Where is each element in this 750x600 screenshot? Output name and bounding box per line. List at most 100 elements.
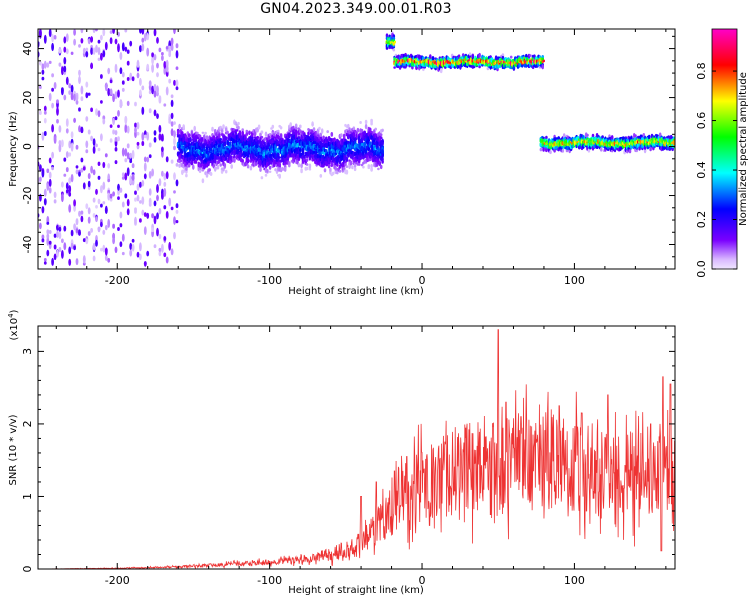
spectrogram-cell: [70, 51, 74, 55]
spectrogram-cell: [266, 168, 269, 173]
spectrogram-cell: [200, 141, 203, 145]
spectrogram-cell: [342, 167, 346, 171]
spectrogram-cell: [129, 249, 133, 257]
spectrogram-cell: [46, 183, 50, 191]
spectrogram-cell: [204, 131, 207, 135]
spectrogram-cell: [283, 166, 287, 172]
spectrogram-cell: [156, 194, 159, 202]
spectrogram-cell: [70, 84, 74, 93]
spectrogram-cell: [136, 194, 140, 202]
spectrogram-cell: [126, 152, 130, 160]
spectrogram-cell: [163, 103, 167, 107]
spectrogram-cell: [131, 76, 135, 82]
spectrogram-cell: [129, 152, 133, 159]
chart-title: GN04.2023.349.00.01.R03: [260, 1, 452, 17]
spectrogram-cell: [134, 208, 137, 214]
spectrogram-cell: [80, 96, 84, 102]
spectrogram-cell: [153, 215, 157, 225]
spectrogram-cell: [78, 125, 81, 133]
spectrogram-cell: [70, 92, 74, 101]
spectrogram-cell: [173, 216, 176, 225]
spectrogram-cell: [129, 159, 133, 164]
spectrogram-cell: [121, 176, 125, 180]
spectrogram-cell: [126, 143, 130, 149]
spectrogram-cell: [90, 107, 93, 113]
spectrogram-cell: [379, 164, 383, 170]
spectrogram-cell: [334, 152, 338, 156]
spectrogram-cell: [104, 41, 108, 51]
spectrogram-cell: [43, 198, 47, 206]
spectrogram-cell: [471, 54, 475, 59]
spectrogram-cell: [146, 212, 150, 219]
spectrogram-cell: [41, 238, 45, 243]
spectrogram-cell: [114, 91, 118, 100]
spectrogram-cell: [367, 166, 371, 170]
spectrogram-cell: [134, 190, 137, 195]
spectrogram-cell: [223, 142, 227, 147]
spectrogram-cell: [187, 162, 191, 168]
spectrogram-cell: [136, 144, 140, 150]
spectrogram-cell: [43, 34, 47, 44]
spectrogram-cell: [85, 116, 89, 122]
spectrogram-cell: [163, 252, 167, 258]
spectrogram-cell: [288, 161, 291, 165]
spectrogram-band-4: [539, 132, 675, 155]
spectrogram-cell: [136, 183, 140, 191]
spectrogram-cell: [161, 192, 164, 200]
spectrogram-cell: [219, 138, 222, 141]
spectrogram-cell: [90, 36, 93, 43]
spectrogram-cell: [70, 174, 74, 183]
spectrogram-cell: [251, 133, 254, 138]
spectrogram-cell: [143, 212, 147, 217]
spectrogram-cell: [599, 147, 603, 152]
spectrogram-cell: [104, 247, 108, 256]
spectrogram-cell: [268, 170, 272, 173]
spectrogram-cell: [73, 223, 76, 231]
spectrogram-cell: [381, 149, 384, 154]
spectrogram-cell: [41, 234, 45, 240]
spectrogram-cell: [170, 206, 174, 211]
spectrogram-cell: [153, 109, 157, 117]
spectrogram-cell: [148, 142, 152, 148]
spectrogram-cell: [233, 155, 236, 159]
spectrogram-cell: [102, 244, 106, 253]
spectrogram-cell: [139, 253, 142, 260]
spectrogram-cell: [345, 157, 349, 161]
spectrogram-cell: [73, 117, 76, 123]
spectrogram-cell: [80, 157, 84, 163]
spectrogram-cell: [112, 237, 115, 245]
spectrogram-cell: [224, 127, 228, 132]
spectrogram-cell: [117, 227, 120, 231]
spectrogram-cell: [161, 55, 164, 61]
spectrogram-cell: [173, 137, 176, 146]
spectrogram-cell: [43, 261, 47, 265]
spectrogram-cell: [104, 205, 108, 214]
spectrogram-cell: [46, 229, 50, 235]
spectrogram-cell: [134, 122, 137, 128]
spectrogram-cell: [201, 169, 205, 172]
spectrogram-cell: [46, 233, 50, 239]
spectrogram-cell: [148, 90, 152, 95]
spectrogram-cell: [256, 135, 260, 140]
spectrogram-cell: [68, 258, 72, 266]
spectrogram-cell: [63, 173, 67, 177]
spectrogram-marks: [38, 29, 675, 267]
spectrogram-cell: [80, 167, 84, 173]
spectrogram-cell: [126, 77, 130, 81]
spectrogram-cell: [58, 140, 62, 146]
spectrogram-cell: [176, 130, 180, 135]
spectrogram-cell: [323, 168, 327, 173]
spectrogram-cell: [124, 158, 128, 163]
spectrogram-cell: [268, 165, 272, 170]
spectrogram-cell: [63, 242, 67, 251]
spectrogram-cell: [249, 165, 253, 171]
spectrogram-cell: [46, 168, 50, 174]
spectrogram-cell: [119, 223, 123, 228]
spectrogram-cell: [153, 29, 157, 37]
spectrogram-cell: [329, 167, 332, 172]
spectrogram-cell: [156, 72, 159, 78]
spectrogram-cell: [226, 130, 229, 135]
spectrogram-cell: [92, 197, 96, 203]
spectrogram-cell: [170, 99, 174, 107]
spectrogram-cell: [131, 243, 135, 252]
